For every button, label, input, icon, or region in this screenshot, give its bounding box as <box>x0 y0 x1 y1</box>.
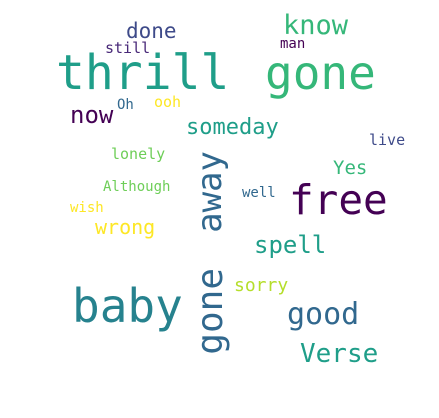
word-wrong: wrong <box>95 215 156 239</box>
word-baby: baby <box>72 279 183 333</box>
word-someday: someday <box>186 115 279 140</box>
word-lonely: lonely <box>111 145 166 163</box>
word-know: know <box>283 10 349 41</box>
word-thrill: thrill <box>56 45 230 101</box>
word-ooh: ooh <box>154 93 182 111</box>
word-although: Although <box>103 179 171 195</box>
word-oh: Oh <box>117 97 134 113</box>
word-gone-vertical: gone <box>190 268 231 355</box>
word-spell: spell <box>254 231 327 259</box>
word-free: free <box>289 176 388 224</box>
word-good: good <box>287 297 360 332</box>
word-man: man <box>280 36 306 52</box>
word-now: now <box>70 101 114 129</box>
word-still: still <box>105 39 151 57</box>
word-verse: Verse <box>300 339 379 369</box>
word-live: live <box>369 131 406 149</box>
word-away: away <box>190 151 230 233</box>
word-gone-large: gone <box>265 46 376 100</box>
word-sorry: sorry <box>234 275 289 296</box>
word-yes: Yes <box>333 157 368 179</box>
word-well: well <box>242 185 276 201</box>
word-wish: wish <box>70 200 104 216</box>
word-done: done <box>126 19 177 43</box>
